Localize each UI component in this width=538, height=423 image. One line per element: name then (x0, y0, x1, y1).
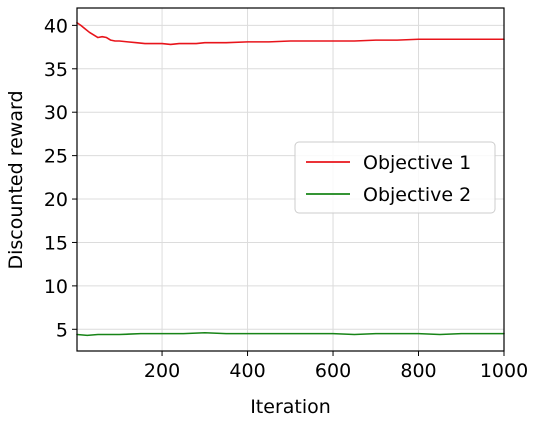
y-tick-label: 35 (44, 59, 68, 81)
y-tick-label: 15 (44, 232, 68, 254)
y-tick-label: 10 (44, 276, 68, 298)
y-axis-label: Discounted reward (5, 90, 27, 269)
legend: Objective 1 Objective 2 (294, 141, 496, 214)
y-tick-label: 30 (44, 102, 68, 124)
plot-frame (76, 7, 505, 352)
axis-ticks: 200 400 600 800 1000 5 10 15 20 25 30 35 40 (44, 15, 528, 382)
y-tick-label: 25 (44, 146, 68, 168)
x-tick-label: 200 (144, 360, 180, 382)
series-line-objective-2 (76, 331, 505, 337)
y-tick-label: 40 (44, 15, 68, 37)
y-tick-label: 5 (56, 319, 68, 341)
series-lines (76, 21, 505, 337)
x-tick-label: 1000 (480, 360, 528, 382)
y-tick-label: 20 (44, 189, 68, 211)
legend-label-objective-2: Objective 2 (363, 184, 471, 206)
legend-label-objective-1: Objective 1 (363, 152, 471, 174)
x-tick-label: 400 (229, 360, 265, 382)
x-axis-label: Iteration (250, 396, 331, 418)
x-tick-label: 600 (315, 360, 351, 382)
series-line-objective-1 (76, 21, 505, 46)
x-tick-label: 800 (400, 360, 436, 382)
legend-box (294, 141, 496, 214)
